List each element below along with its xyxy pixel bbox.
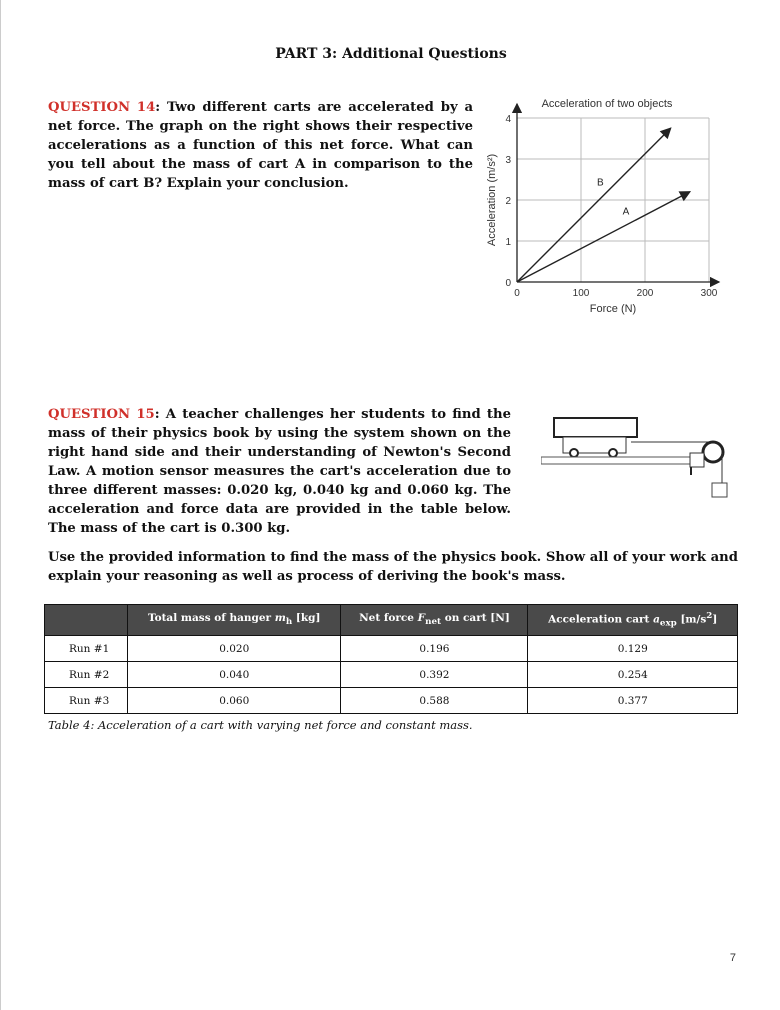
table-caption: Table 4: Acceleration of a cart with var… bbox=[48, 718, 473, 732]
table-cell: 0.196 bbox=[340, 635, 529, 662]
x-axis-label: Force (N) bbox=[590, 303, 636, 315]
x-tick-label: 300 bbox=[701, 288, 718, 299]
table-cell: 0.020 bbox=[126, 635, 342, 662]
book bbox=[553, 417, 638, 438]
table-row: Run #1 0.020 0.196 0.129 bbox=[44, 635, 738, 662]
page-number: 7 bbox=[729, 952, 736, 964]
y-tick-label: 4 bbox=[505, 114, 511, 125]
table-cell: Run #3 bbox=[44, 687, 128, 714]
data-table: Total mass of hanger mh [kg] Net force F… bbox=[44, 604, 738, 714]
table-cell: 0.377 bbox=[527, 687, 738, 714]
table-cell: 0.588 bbox=[340, 687, 529, 714]
cart-pulley-diagram bbox=[541, 417, 728, 498]
y-tick-label: 0 bbox=[505, 278, 511, 289]
wheel bbox=[608, 448, 618, 458]
instructions: Use the provided information to find the… bbox=[48, 550, 738, 584]
chart-title: Acceleration of two objects bbox=[542, 98, 673, 110]
page-title: PART 3: Additional Questions bbox=[275, 46, 507, 62]
table-cell: Run #1 bbox=[44, 635, 128, 662]
table-header-row: Total mass of hanger mh [kg] Net force F… bbox=[44, 604, 738, 636]
table-header: Acceleration cart aexp [m/s2] bbox=[527, 604, 738, 636]
table-cell: Run #2 bbox=[44, 661, 128, 688]
table-cell: 0.254 bbox=[527, 661, 738, 688]
acceleration-chart: 0 100 200 300 0 1 2 3 4 B A Acceleration of two obj… bbox=[486, 98, 721, 315]
question-14: QUESTION 14: Two different carts are acc… bbox=[48, 98, 473, 193]
hanging-mass bbox=[711, 482, 728, 498]
y-tick-label: 2 bbox=[505, 196, 511, 207]
table-cell: 0.129 bbox=[527, 635, 738, 662]
table-cell: 0.060 bbox=[126, 687, 342, 714]
clamp bbox=[689, 452, 705, 468]
question-14-label: QUESTION 14 bbox=[48, 100, 156, 115]
question-15: QUESTION 15: A teacher challenges her st… bbox=[48, 405, 511, 538]
wheel bbox=[569, 448, 579, 458]
series-line-B bbox=[516, 127, 672, 283]
question-15-text: : A teacher challenges her students to f… bbox=[48, 407, 512, 536]
table-row: Run #3 0.060 0.588 0.377 bbox=[44, 687, 738, 714]
table-cell: 0.040 bbox=[126, 661, 342, 688]
table-header bbox=[44, 604, 128, 636]
y-axis-label: Acceleration (m/s²) bbox=[486, 154, 498, 246]
track bbox=[541, 456, 702, 465]
y-tick-label: 1 bbox=[505, 237, 511, 248]
table-cell: 0.392 bbox=[340, 661, 529, 688]
series-label: A bbox=[623, 206, 630, 217]
table-row: Run #2 0.040 0.392 0.254 bbox=[44, 661, 738, 688]
series-line-A bbox=[516, 191, 692, 283]
question-14-text: : Two different carts are accelerated by… bbox=[48, 100, 474, 191]
x-tick-label: 100 bbox=[573, 288, 590, 299]
x-tick-label: 0 bbox=[514, 288, 520, 299]
pulley bbox=[701, 440, 725, 464]
x-tick-label: 200 bbox=[637, 288, 654, 299]
question-15-label: QUESTION 15 bbox=[48, 407, 155, 422]
table-header: Net force Fnet on cart [N] bbox=[340, 604, 529, 636]
table-header: Total mass of hanger mh [kg] bbox=[126, 604, 342, 636]
y-tick-label: 3 bbox=[505, 155, 511, 166]
series-label: B bbox=[597, 178, 604, 189]
